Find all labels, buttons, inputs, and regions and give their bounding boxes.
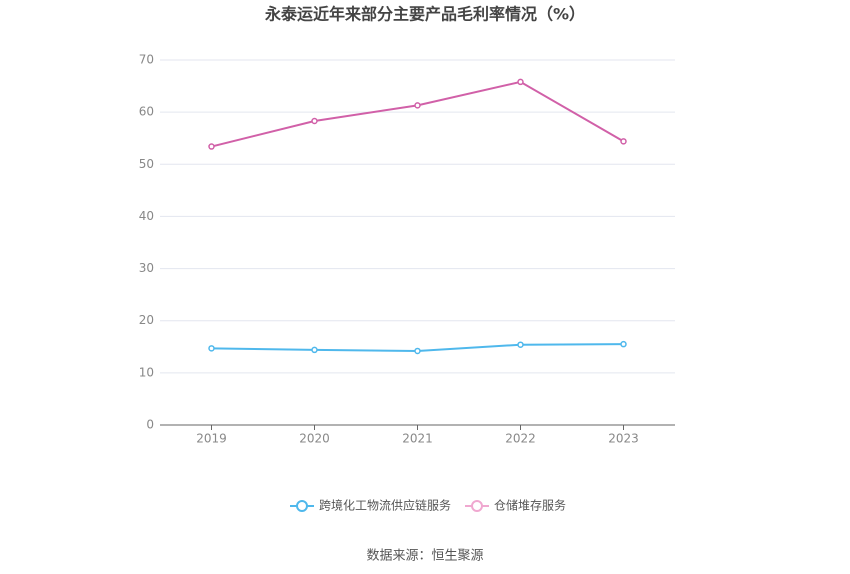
series-line <box>211 80 624 148</box>
data-point <box>311 117 318 125</box>
data-point <box>414 347 421 355</box>
data-point <box>517 341 524 348</box>
chart-title: 永泰运近年来部分主要产品毛利率情况（%） <box>264 5 585 24</box>
data-point <box>208 143 215 150</box>
legend-label[interactable]: 仓储堆存服务 <box>494 498 566 513</box>
data-point <box>620 138 627 145</box>
x-tick-label: 2020 <box>299 432 330 446</box>
y-tick-label: 10 <box>139 365 154 379</box>
y-tick-label: 30 <box>139 261 154 275</box>
data-point <box>517 78 524 86</box>
source-note: 数据来源：恒生聚源 <box>366 549 483 564</box>
y-tick-label: 60 <box>139 105 154 119</box>
data-point <box>620 340 627 348</box>
y-tick-label: 20 <box>139 313 154 327</box>
data-point <box>311 346 318 354</box>
legend-marker[interactable] <box>296 500 308 512</box>
y-tick-label: 40 <box>139 209 154 223</box>
y-tick-label: 50 <box>139 157 154 171</box>
y-tick-label: 70 <box>139 53 154 67</box>
x-tick-label: 2023 <box>608 432 639 446</box>
y-tick-label: 0 <box>146 418 154 432</box>
x-tick-label: 2021 <box>402 432 433 446</box>
data-point <box>208 345 215 352</box>
legend-label[interactable]: 跨境化工物流供应链服务 <box>319 498 451 513</box>
legend-marker[interactable] <box>471 500 483 512</box>
x-tick-label: 2022 <box>505 432 536 446</box>
x-tick-label: 2019 <box>196 432 227 446</box>
data-point <box>414 102 421 109</box>
